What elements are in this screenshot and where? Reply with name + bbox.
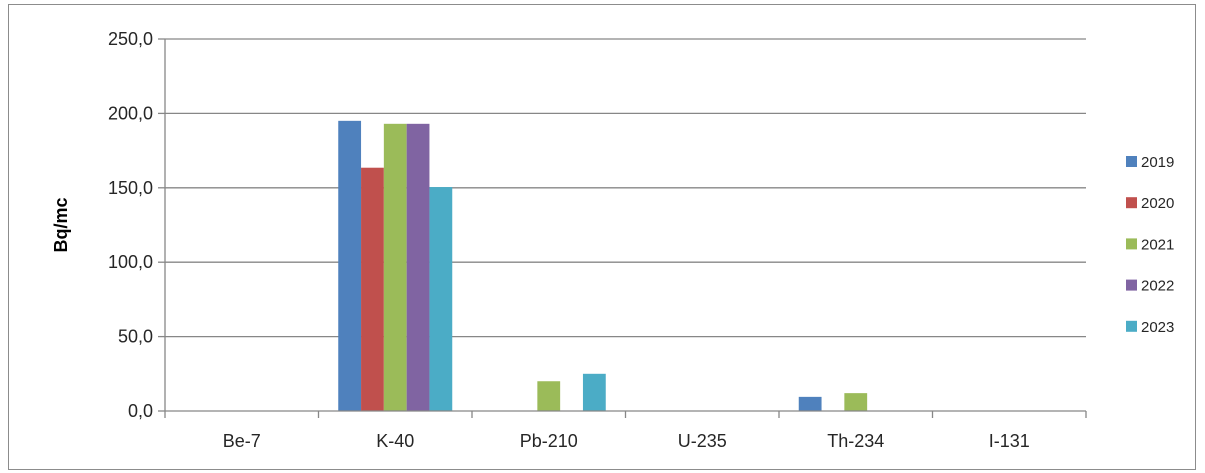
y-tick-label: 50,0	[118, 327, 153, 347]
axes	[158, 38, 1087, 418]
x-tick-label: Be-7	[223, 431, 261, 451]
y-tick-label: 200,0	[108, 103, 153, 123]
legend-label: 2019	[1141, 154, 1174, 171]
legend-label: 2023	[1141, 319, 1174, 336]
bar-2019-Th-234	[798, 396, 822, 411]
legend-swatch	[1126, 320, 1137, 332]
bar-2023-Pb-210	[582, 373, 606, 411]
gridlines	[165, 38, 1086, 338]
bar-2021-Pb-210	[537, 381, 561, 411]
legend-label: 2021	[1141, 236, 1174, 253]
legend: 2019 2020 2021 2022 2023	[1126, 154, 1174, 336]
legend-swatch	[1126, 279, 1137, 291]
bar-2020-K-40	[361, 167, 384, 411]
bar-2023-K-40	[429, 187, 453, 411]
y-tick-label: 150,0	[108, 178, 153, 198]
bars	[338, 120, 868, 411]
bar-2022-K-40	[406, 123, 430, 411]
bar-2021-Th-234	[844, 393, 868, 411]
legend-swatch	[1126, 156, 1137, 167]
x-tick-label: I-131	[989, 431, 1030, 451]
chart-frame: 0,0 50,0 100,0 150,0 200,0 250,0 Be-7 K-40 Pb-2…	[8, 4, 1196, 470]
chart-svg: 0,0 50,0 100,0 150,0 200,0 250,0 Be-7 K-40 Pb-2…	[51, 29, 1174, 451]
legend-swatch	[1126, 238, 1137, 250]
legend-label: 2022	[1141, 278, 1174, 295]
x-tick-label: K-40	[376, 431, 414, 451]
x-tick-labels: Be-7 K-40 Pb-210 U-235 Th-234 I-131	[223, 431, 1030, 451]
y-tick-label: 250,0	[108, 29, 153, 49]
y-tick-label: 0,0	[128, 401, 153, 421]
y-tick-labels: 0,0 50,0 100,0 150,0 200,0 250,0	[108, 29, 153, 421]
legend-swatch	[1126, 197, 1137, 209]
x-tick-label: Pb-210	[520, 431, 578, 451]
x-tick-label: U-235	[678, 431, 727, 451]
bar-2019-K-40	[338, 120, 362, 411]
x-tick-label: Th-234	[827, 431, 884, 451]
y-axis-label: Bq/mc	[51, 197, 71, 252]
legend-label: 2020	[1141, 195, 1174, 212]
bar-2021-K-40	[383, 123, 407, 411]
y-tick-label: 100,0	[108, 252, 153, 272]
